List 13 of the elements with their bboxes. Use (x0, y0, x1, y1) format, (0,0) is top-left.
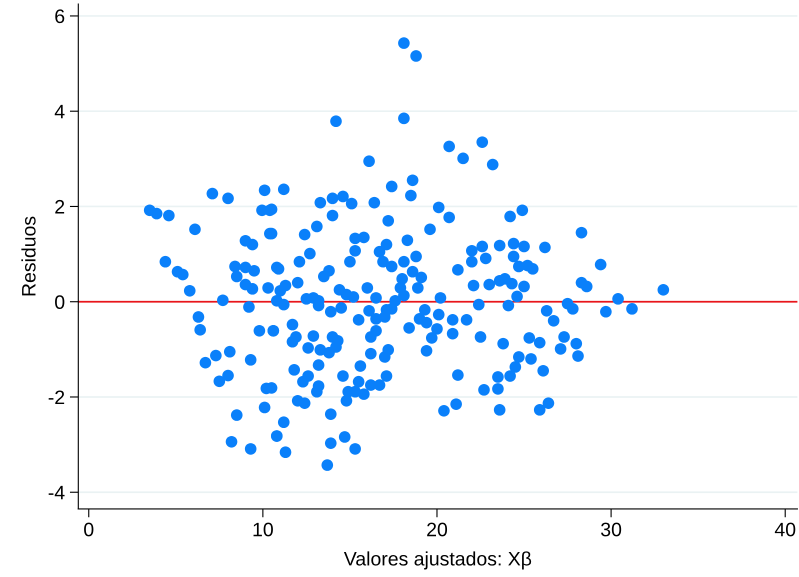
x-tick-label: 10 (254, 522, 273, 536)
y-tick-label: -2 (48, 390, 64, 404)
y-tick-label: 0 (55, 295, 64, 309)
y-axis-title: Residuos (21, 216, 36, 296)
x-tick-label: 40 (774, 522, 796, 536)
y-tick-label: 6 (55, 9, 64, 24)
y-tick-label: -4 (48, 486, 65, 500)
x-tick-label: 0 (84, 522, 94, 536)
x-tick-label: 20 (427, 522, 448, 536)
y-tick-label: 4 (54, 104, 65, 118)
x-axis-title: Valores ajustados: Xβ (344, 551, 532, 570)
x-tick-label: 30 (601, 522, 622, 536)
y-tick-label: 2 (55, 200, 64, 214)
